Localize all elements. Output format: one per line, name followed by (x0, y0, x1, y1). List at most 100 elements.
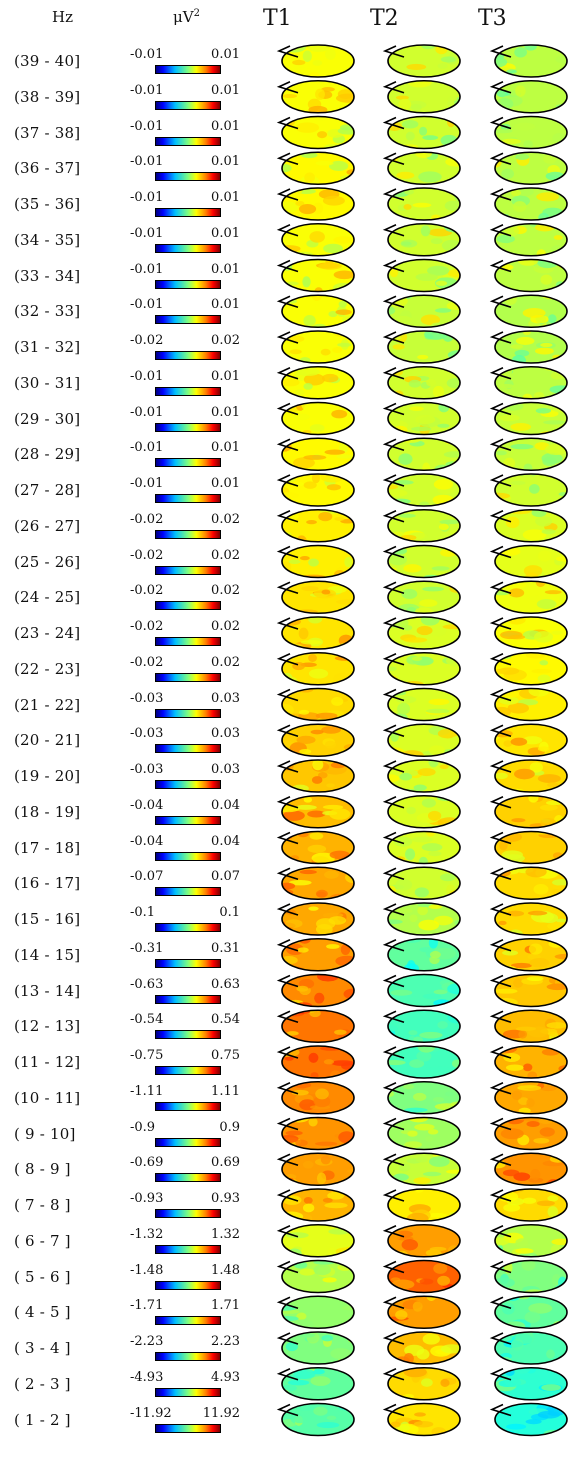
nose-marker (276, 45, 299, 58)
colorbar (155, 1066, 221, 1075)
nose-marker (489, 867, 512, 881)
colorbar-min-label: -0.31 (130, 940, 164, 956)
scalp-topomap-t2 (382, 294, 461, 329)
nose-marker (276, 1296, 299, 1310)
frequency-band-label: (11 - 12] (14, 1053, 81, 1071)
frequency-band-label: (36 - 37] (14, 159, 81, 178)
scalp-topomap-t2 (382, 258, 461, 293)
nose-marker (489, 81, 512, 94)
colorbar-max-label: 0.01 (211, 404, 240, 420)
colorbar-min-label: -0.54 (130, 1012, 164, 1028)
colorbar-min-label: -0.01 (130, 225, 164, 241)
scalp-topomap-t1 (276, 651, 355, 686)
t3-column-header: T3 (478, 6, 507, 31)
colorbar-min-label: -0.01 (130, 476, 164, 491)
scalp-topomap-t2 (382, 44, 461, 78)
colorbar (155, 243, 221, 253)
scalp-topomap-t2 (382, 973, 461, 1008)
scalp-topomap-t2 (382, 651, 461, 686)
t2-column-header: T2 (370, 6, 399, 31)
colorbar-min-label: -0.01 (130, 261, 164, 277)
frequency-row: (39 - 40] -0.01 0.01 (0, 46, 569, 82)
nose-marker (382, 45, 405, 58)
scalp-topomap-t2 (382, 401, 461, 436)
scalp-topomap-t1 (276, 222, 355, 257)
frequency-row: (30 - 31] -0.01 0.01 (0, 368, 569, 404)
colorbar-max-label: 0.01 (211, 261, 240, 277)
colorbar (155, 386, 221, 396)
scalp-topomap-t2 (382, 187, 461, 221)
colorbar-min-label: -0.01 (130, 47, 164, 62)
nose-marker (276, 1368, 299, 1381)
unit-label: μV (173, 8, 194, 26)
scalp-topomap-t2 (382, 616, 461, 650)
scalp-topomap-t3 (489, 258, 568, 293)
colorbar-max-label: 2.23 (211, 1334, 240, 1349)
nose-marker (382, 939, 405, 952)
nose-marker (489, 688, 512, 702)
scalp-topomap-t3 (489, 1402, 568, 1437)
nose-marker (382, 581, 405, 595)
colorbar-max-label: 0.01 (211, 297, 240, 313)
scalp-topomap-t1 (276, 794, 355, 829)
scalp-topomap-t1 (276, 687, 355, 722)
colorbar-min-label: -1.32 (130, 1226, 164, 1242)
frequency-band-label: ( 3 - 4 ] (14, 1339, 71, 1357)
frequency-row: (32 - 33] -0.01 0.01 (0, 296, 569, 332)
scalp-topomap-t2 (382, 902, 461, 936)
scalp-topomap-t3 (489, 401, 568, 436)
nose-marker (489, 367, 512, 380)
colorbar-min-label: -0.9 (130, 1119, 156, 1135)
frequency-row: ( 9 - 10] -0.9 0.9 (0, 1119, 569, 1155)
colorbar (155, 780, 221, 789)
colorbar-min-label: -0.01 (130, 82, 164, 98)
scalp-topomap-t3 (489, 616, 568, 650)
frequency-row: (16 - 17] -0.07 0.07 (0, 868, 569, 904)
nose-marker (489, 474, 512, 487)
scalp-topomap-t1 (276, 759, 355, 793)
nose-marker (489, 581, 512, 595)
frequency-row: ( 6 - 7 ] -1.32 1.32 (0, 1226, 569, 1262)
scalp-topomap-t1 (276, 1402, 355, 1437)
scalp-topomap-t2 (382, 580, 461, 615)
nose-marker (489, 1117, 512, 1131)
scalp-topomap-t1 (276, 723, 355, 758)
scalp-topomap-t3 (489, 723, 568, 758)
nose-marker (276, 188, 299, 201)
nose-marker (489, 1296, 512, 1310)
nose-marker (489, 760, 512, 773)
frequency-row: (15 - 16] -0.1 0.1 (0, 904, 569, 940)
colorbar-min-label: -0.63 (130, 976, 164, 992)
colorbar (155, 637, 221, 646)
nose-marker (489, 1368, 512, 1381)
colorbar-min-label: -0.01 (130, 154, 164, 170)
colorbar-max-label: 0.01 (211, 118, 240, 134)
unit-superscript: 2 (193, 8, 200, 19)
scalp-topomap-t2 (382, 1259, 461, 1294)
scalp-topomap-t2 (382, 830, 461, 865)
colorbar-max-label: 0.1 (219, 905, 240, 920)
frequency-row: (12 - 13] -0.54 0.54 (0, 1011, 569, 1047)
frequency-band-label: (30 - 31] (14, 373, 81, 392)
frequency-row: (29 - 30] -0.01 0.01 (0, 404, 569, 440)
scalp-topomap-t2 (382, 79, 461, 114)
scalp-topomap-t2 (382, 1152, 461, 1187)
frequency-band-label: (15 - 16] (14, 910, 81, 928)
colorbar-max-label: 0.01 (211, 225, 240, 241)
scalp-topomap-t1 (276, 1259, 355, 1294)
scalp-topomap-t3 (489, 866, 568, 901)
scalp-topomap-t2 (382, 437, 461, 472)
nose-marker (382, 295, 405, 309)
frequency-band-label: (16 - 17] (14, 874, 81, 893)
colorbar-max-label: 0.03 (211, 726, 240, 742)
nose-marker (276, 1010, 299, 1024)
nose-marker (382, 545, 405, 559)
nose-marker (489, 1260, 512, 1274)
scalp-topomap-t1 (276, 258, 355, 293)
colorbar-min-label: -0.03 (130, 726, 164, 742)
nose-marker (489, 974, 512, 988)
scalp-topomap-t1 (276, 1295, 355, 1330)
nose-marker (382, 1225, 405, 1238)
nose-marker (489, 939, 512, 952)
frequency-band-label: (14 - 15] (14, 945, 81, 964)
